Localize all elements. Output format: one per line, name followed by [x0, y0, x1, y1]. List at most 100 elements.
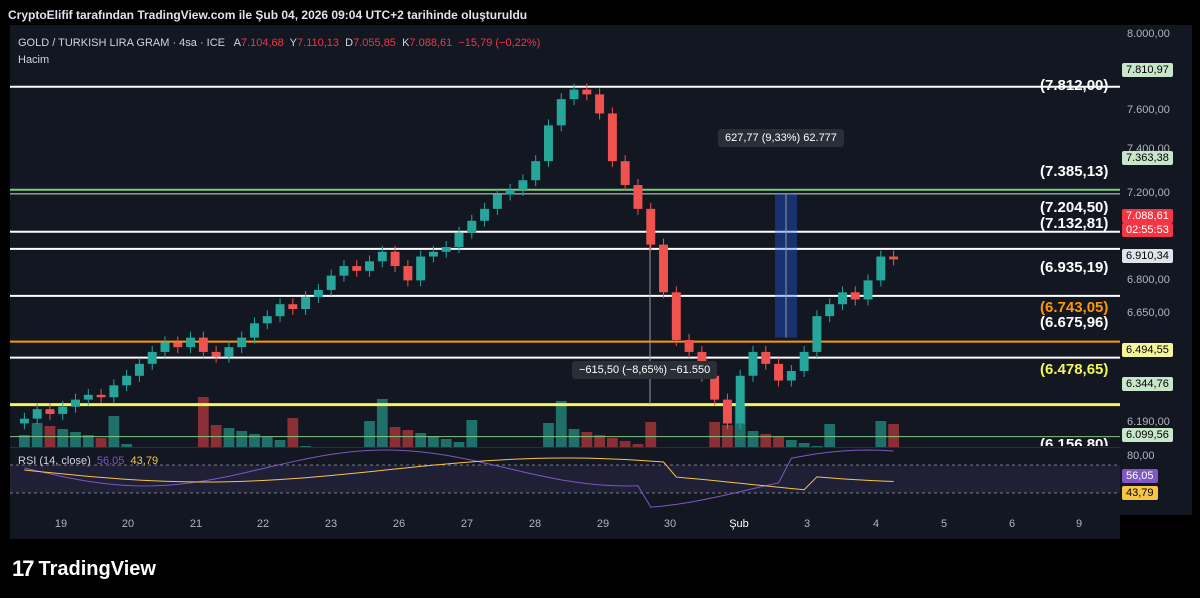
rsi-ma-badge: 43,79	[1122, 486, 1158, 500]
time-tick: 5	[940, 518, 948, 530]
candle-body	[735, 375, 745, 424]
candle-body	[109, 385, 119, 398]
candle-body	[518, 180, 528, 190]
price-tick: 6.190,00	[1127, 416, 1170, 428]
candle-body	[428, 251, 438, 257]
rsi-legend[interactable]: RSI (14, close) 56,05 43,79	[18, 455, 159, 467]
candle-body	[365, 261, 374, 271]
rsi-ma-line	[24, 457, 894, 491]
level-label: (7.385,13)	[1040, 163, 1109, 180]
time-tick: 3	[803, 518, 811, 530]
volume-label[interactable]: Hacim	[18, 54, 50, 66]
candle-body	[607, 113, 617, 162]
level-label: (7.812,00)	[1040, 77, 1109, 94]
candle-body	[556, 99, 566, 126]
time-tick: 21	[189, 518, 203, 530]
candle-body	[569, 89, 579, 100]
candle-body	[480, 208, 490, 221]
candle-body	[838, 292, 847, 305]
measure-up-label: 627,77 (9,33%) 62.777	[718, 129, 844, 147]
candle-body	[505, 189, 515, 195]
candle-body	[313, 289, 323, 298]
level-label: (7.204,50)	[1040, 199, 1109, 216]
candle-body	[889, 256, 899, 260]
tradingview-logo-icon: 17	[12, 556, 35, 581]
rsi-ma-value: 43,79	[130, 455, 159, 467]
chart-pane[interactable]	[10, 25, 1120, 495]
level-label: (6.935,19)	[1040, 259, 1109, 276]
candle-body	[19, 418, 29, 424]
time-tick: 26	[392, 518, 406, 530]
symbol-name[interactable]: GOLD / TURKISH LIRA GRAM · 4sa · ICE	[18, 37, 226, 49]
time-tick: 19	[54, 518, 68, 530]
candle-body	[671, 292, 681, 340]
candle-body	[659, 244, 668, 293]
candle-body	[722, 399, 732, 424]
candle-body	[531, 161, 541, 181]
candle-body	[876, 256, 886, 281]
price-chart[interactable]	[10, 25, 1120, 495]
time-tick: 30	[663, 518, 677, 530]
candle-body	[786, 371, 796, 381]
rsi-pane[interactable]	[10, 447, 1120, 513]
candle-body	[595, 94, 605, 114]
candle-body	[173, 342, 183, 348]
candle-body	[211, 351, 221, 357]
time-tick: Şub	[729, 518, 749, 530]
candle-body	[812, 316, 822, 352]
level-label: (6.156,80)	[1040, 436, 1109, 446]
level-badge: 6.344,76	[1122, 377, 1173, 391]
level-label: (6.478,65)	[1040, 361, 1109, 378]
candle-body	[441, 247, 451, 252]
level-badge: 6.494,55	[1122, 343, 1173, 357]
rsi-chart	[10, 449, 1120, 508]
candle-body	[134, 363, 144, 376]
candle-body	[301, 297, 311, 309]
level-badge: 7.363,38	[1122, 151, 1173, 165]
candle-body	[250, 323, 259, 338]
rsi-tick: 80,00	[1127, 450, 1155, 462]
time-scale[interactable]	[10, 512, 1120, 539]
candle-body	[352, 266, 362, 271]
level-badge: 7.810,97	[1122, 63, 1173, 77]
candle-body	[850, 292, 860, 300]
candle-body	[237, 337, 247, 348]
candle-body	[71, 399, 80, 407]
candle-body	[377, 251, 387, 262]
candle-body	[186, 337, 196, 348]
time-tick: 6	[1008, 518, 1016, 530]
candle-body	[582, 89, 592, 95]
open-value: 7.104,68	[240, 37, 284, 49]
time-tick: 28	[528, 518, 542, 530]
time-tick: 20	[121, 518, 135, 530]
candle-body	[160, 342, 170, 352]
candle-body	[262, 316, 272, 324]
tradingview-logo[interactable]: 17 TradingView	[12, 556, 156, 582]
price-tick: 7.200,00	[1127, 187, 1170, 199]
candle-body	[863, 280, 873, 300]
level-label: (6.675,96)	[1040, 314, 1109, 331]
candle-body	[58, 406, 68, 414]
low-value: 7.055,85	[353, 37, 396, 49]
candle-body	[326, 275, 336, 290]
candle-body	[96, 394, 106, 398]
tradingview-logo-text: TradingView	[38, 557, 156, 580]
rsi-band	[10, 465, 1120, 493]
candle-body	[684, 340, 694, 352]
price-tick: 8.000,00	[1127, 28, 1170, 40]
candle-body	[799, 351, 809, 371]
candle-body	[390, 251, 400, 267]
price-tick: 6.800,00	[1127, 274, 1170, 286]
candle-body	[710, 375, 720, 400]
candle-body	[83, 394, 93, 400]
candle-body	[646, 208, 656, 245]
rsi-badge: 56,05	[1122, 469, 1158, 483]
time-tick: 4	[872, 518, 880, 530]
candle-body	[224, 347, 234, 357]
candle-body	[122, 375, 132, 386]
candle-body	[761, 351, 771, 364]
time-tick: 9	[1075, 518, 1083, 530]
candle-body	[774, 363, 784, 381]
close-value: 7.088,61	[409, 37, 453, 49]
